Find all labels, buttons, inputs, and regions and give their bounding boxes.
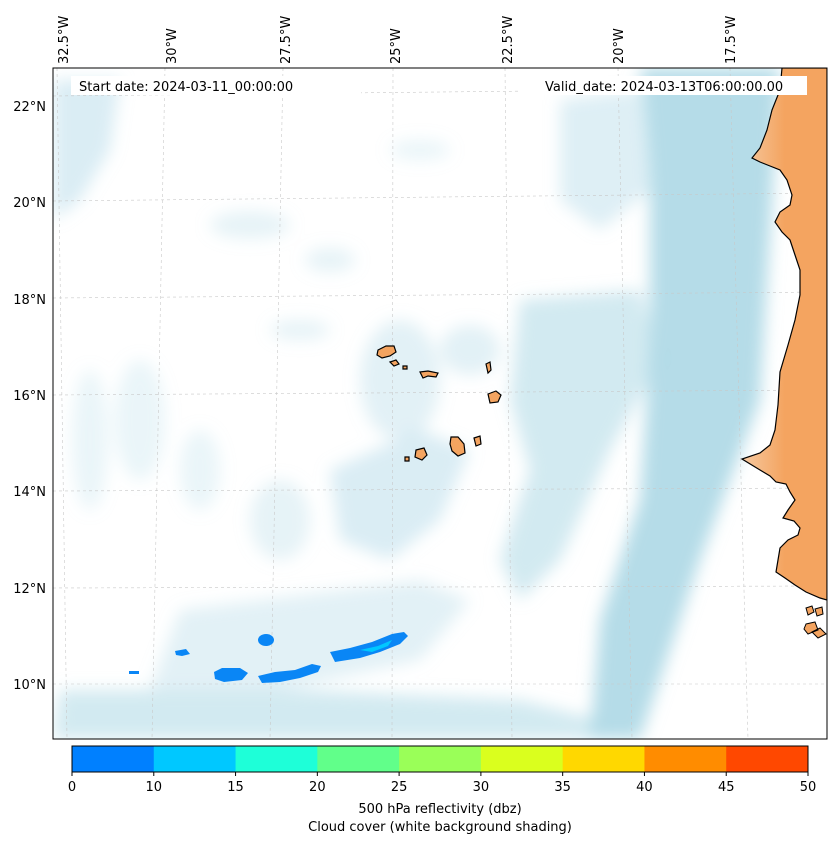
lon-label-20w: 20°W xyxy=(612,28,627,64)
colorbar-label-reflectivity: 500 hPa reflectivity (dbz) xyxy=(358,802,521,817)
valid-date-box xyxy=(520,76,807,95)
cape-verde-islands xyxy=(376,345,502,462)
island-santiago xyxy=(449,436,466,457)
colorbar-segment xyxy=(562,746,645,772)
reflectivity-cell-far-west xyxy=(175,649,190,656)
colorbar-segment xyxy=(399,746,482,772)
colorbar-tick-label: 40 xyxy=(636,780,653,795)
lat-label-16n: 16°N xyxy=(13,389,46,404)
colorbar-tick-label: 15 xyxy=(227,780,244,795)
lon-label-32-5w: 32.5°W xyxy=(57,16,72,64)
reflectivity-cell-tiny xyxy=(129,671,139,674)
latitude-labels: 22°N 20°N 18°N 16°N 14°N 12°N 10°N xyxy=(13,100,46,693)
colorbar: 0 10 15 20 25 30 35 40 45 50 500 hPa reflectivity… xyxy=(68,745,816,835)
bijagos-islands xyxy=(803,605,827,639)
reflectivity-cells xyxy=(129,632,408,683)
lon-label-30w: 30°W xyxy=(165,28,180,64)
colorbar-segments xyxy=(72,746,809,772)
start-date-box xyxy=(71,76,361,95)
colorbar-frame xyxy=(71,745,809,773)
colorbar-segment xyxy=(153,746,237,772)
reflectivity-cell-small xyxy=(258,634,274,646)
lat-label-18n: 18°N xyxy=(13,293,46,308)
colorbar-label-cloud-cover: Cloud cover (white background shading) xyxy=(308,820,572,835)
valid-date-label: Valid_date: 2024-03-13T06:00:00.00 xyxy=(545,80,783,95)
island-sal xyxy=(485,361,492,375)
lon-label-25w: 25°W xyxy=(389,28,404,64)
colorbar-tick-label: 35 xyxy=(554,780,571,795)
lon-label-22-5w: 22.5°W xyxy=(501,16,516,64)
colorbar-tick-label: 30 xyxy=(473,780,490,795)
reflectivity-core xyxy=(360,640,392,652)
colorbar-tick-label: 20 xyxy=(309,780,326,795)
reflectivity-band-east xyxy=(330,632,408,662)
longitude-labels: 32.5°W 30°W 27.5°W 25°W 22.5°W 20°W 17.5… xyxy=(57,16,739,64)
lat-label-14n: 14°N xyxy=(13,485,46,500)
island-maio xyxy=(473,435,482,447)
lat-label-20n: 20°N xyxy=(13,196,46,211)
lon-label-27-5w: 27.5°W xyxy=(279,16,294,64)
colorbar-tick-label: 25 xyxy=(391,780,408,795)
colorbar-tick-label: 0 xyxy=(68,780,76,795)
lat-label-22n: 22°N xyxy=(13,100,46,115)
reflectivity-band-middle xyxy=(258,664,321,683)
lon-label-17-5w: 17.5°W xyxy=(724,16,739,64)
colorbar-segment xyxy=(72,746,155,772)
map-area[interactable]: Start date: 2024-03-11_00:00:00 Valid_da… xyxy=(53,68,827,739)
island-boa-vista xyxy=(487,390,502,404)
colorbar-ticks: 0 10 15 20 25 30 35 40 45 50 xyxy=(68,772,816,795)
reflectivity-cell-west xyxy=(214,668,248,682)
lat-label-10n: 10°N xyxy=(13,678,46,693)
island-brava xyxy=(404,456,410,462)
lat-label-12n: 12°N xyxy=(13,582,46,597)
island-fogo xyxy=(414,447,428,461)
colorbar-segment xyxy=(480,746,564,772)
africa-coastline xyxy=(740,68,827,601)
colorbar-tick-label: 50 xyxy=(800,780,817,795)
colorbar-tick-label: 45 xyxy=(718,780,735,795)
island-sao-nicolau xyxy=(419,370,439,379)
island-santo-antao xyxy=(376,345,397,359)
colorbar-segment xyxy=(235,746,318,772)
island-santa-luzia xyxy=(402,365,408,370)
map-frame xyxy=(52,67,828,740)
colorbar-tick-label: 10 xyxy=(146,780,163,795)
island-sao-vicente xyxy=(388,359,400,367)
start-date-label: Start date: 2024-03-11_00:00:00 xyxy=(79,80,293,95)
colorbar-segment xyxy=(317,746,400,772)
colorbar-segment xyxy=(644,746,727,772)
colorbar-segment xyxy=(726,746,809,772)
graticule xyxy=(53,68,827,739)
